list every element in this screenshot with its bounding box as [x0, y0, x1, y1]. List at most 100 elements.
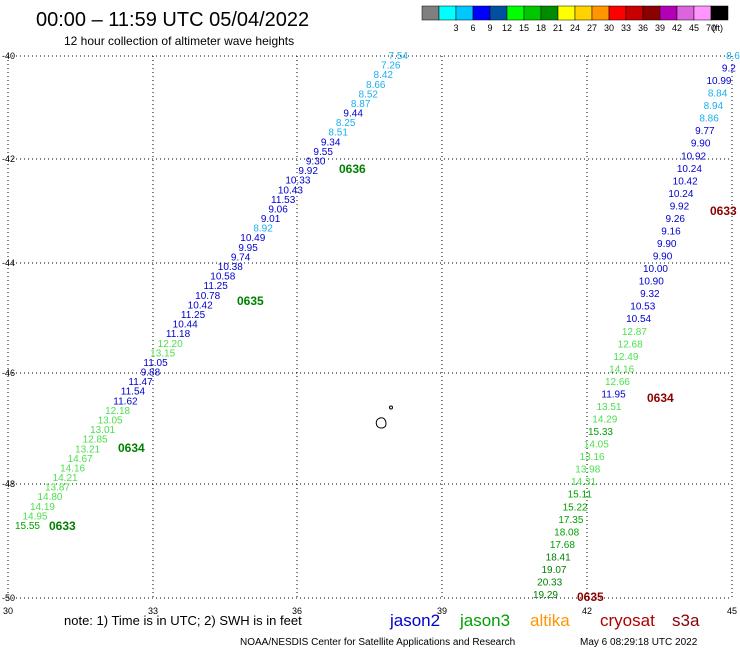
wave-height-label: 9.74 — [231, 252, 251, 263]
wave-height-label: 9.90 — [657, 239, 677, 250]
legend-tick-label: 21 — [553, 23, 563, 33]
wave-height-label: 14.19 — [30, 502, 55, 513]
wave-height-label: 13.98 — [575, 465, 600, 476]
wave-height-label: 9.44 — [343, 109, 363, 120]
wave-height-label: 11.53 — [271, 195, 296, 206]
lat-lon-grid — [7, 55, 733, 599]
wave-height-label: 8.51 — [328, 128, 348, 139]
wave-height-label: 10.99 — [706, 76, 731, 87]
legend-swatch — [693, 5, 712, 21]
pass-time-label: 0633 — [710, 204, 737, 218]
wave-height-label: 11.18 — [166, 329, 191, 340]
legend-unit-label: (ft) — [712, 23, 723, 33]
color-scale-legend: 3 6 9 12 15 18 21 24 27 30 33 36 39 42 45 70 — [421, 5, 729, 33]
wave-height-label: 13.05 — [98, 416, 123, 427]
wave-height-label: 12.20 — [158, 339, 183, 350]
wave-height-label: 10.38 — [218, 262, 243, 273]
wave-height-label: 20.33 — [537, 578, 562, 589]
wave-height-label: 9.01 — [261, 214, 281, 225]
wave-height-label: 14.16 — [609, 364, 634, 375]
legend-tick-label: 39 — [655, 23, 665, 33]
wave-height-label: 8.52 — [359, 89, 379, 100]
wave-height-label: 11.95 — [601, 389, 626, 400]
lat-tick-label: -40 — [2, 51, 15, 61]
legend-tick-label: 36 — [638, 23, 648, 33]
wave-height-label: 12.66 — [605, 377, 630, 388]
wave-height-label: 17.68 — [550, 540, 575, 551]
legend-tick-label: 33 — [621, 23, 631, 33]
wave-height-label: 9.95 — [238, 243, 258, 254]
legend-swatch — [489, 5, 508, 21]
wave-height-label: 10.53 — [630, 302, 655, 313]
wave-height-label: 14.67 — [68, 454, 93, 465]
wave-height-label: 14.95 — [22, 511, 47, 522]
legend-swatch — [659, 5, 678, 21]
satellite-legend: jason2 jason3 altika cryosat s3a — [389, 611, 700, 630]
wave-height-label: 9.34 — [321, 137, 341, 148]
wave-height-label: 8.86 — [699, 114, 719, 125]
track-left: 7.547.268.428.668.528.879.448.258.519.34… — [15, 51, 408, 533]
wave-height-label: 10.24 — [668, 189, 693, 200]
legend-tick-label: 18 — [536, 23, 546, 33]
wave-height-label: 12.68 — [618, 339, 643, 350]
wave-height-label: 14.31 — [571, 477, 596, 488]
wave-height-label: 13.15 — [150, 348, 175, 359]
wave-height-label: 8.6 — [726, 51, 740, 62]
wave-height-label: 8.42 — [374, 70, 394, 81]
wave-height-label: 14.21 — [53, 473, 78, 484]
legend-tick-label: 3 — [453, 23, 458, 33]
wave-height-label: 9.77 — [695, 126, 715, 137]
legend-swatch — [625, 5, 644, 21]
legend-swatch — [523, 5, 542, 21]
legend-swatch — [574, 5, 593, 21]
wave-height-label: 15.22 — [563, 502, 588, 513]
lon-tick-label: 36 — [292, 606, 302, 616]
legend-tick-label: 42 — [672, 23, 682, 33]
pass-time-label: 0636 — [339, 162, 366, 176]
pass-time-label: 0635 — [577, 590, 604, 604]
map-title: 00:00 – 11:59 UTC 05/04/2022 — [36, 9, 309, 31]
wave-height-label: 7.26 — [381, 61, 401, 72]
wave-height-label: 13.16 — [580, 452, 605, 463]
track-right: 8.69.210.998.848.948.869.779.9010.9210.2… — [533, 51, 740, 604]
satellite-name-jason3: jason3 — [459, 611, 510, 630]
legend-swatch — [608, 5, 627, 21]
satellite-name-s3a: s3a — [672, 611, 700, 630]
wave-height-label: 15.55 — [15, 521, 40, 532]
lat-tick-label: -50 — [2, 593, 15, 603]
lat-tick-label: -42 — [2, 154, 15, 164]
wave-height-label: 14.16 — [60, 463, 85, 474]
wave-height-label: 8.66 — [366, 80, 386, 91]
legend-swatch — [710, 5, 729, 21]
pass-time-label: 0634 — [118, 441, 145, 455]
wave-height-label: 14.29 — [592, 415, 617, 426]
wave-height-label: 18.41 — [546, 552, 571, 563]
wave-height-label: 12.85 — [83, 435, 108, 446]
wave-height-label: 9.92 — [298, 166, 318, 177]
footer-timestamp: May 6 08:29:18 UTC 2022 — [580, 637, 698, 648]
pass-time-label: 0634 — [647, 391, 674, 405]
wave-height-label: 14.80 — [37, 492, 62, 503]
wave-height-label: 19.29 — [533, 590, 558, 601]
wave-height-label: 11.62 — [113, 396, 138, 407]
legend-tick-label: 9 — [487, 23, 492, 33]
lon-tick-label: 45 — [727, 606, 737, 616]
wave-height-label: 8.87 — [351, 99, 371, 110]
wave-height-label: 9.90 — [691, 139, 711, 150]
wave-height-label: 18.08 — [554, 527, 579, 538]
wave-height-label: 10.44 — [173, 320, 198, 331]
lon-tick-label: 33 — [148, 606, 158, 616]
legend-tick-label: 27 — [587, 23, 597, 33]
wave-height-label: 10.54 — [626, 314, 651, 325]
lat-tick-label: -44 — [2, 258, 15, 268]
legend-swatch — [506, 5, 525, 21]
wave-height-label: 9.55 — [313, 147, 333, 158]
wave-height-label: 10.43 — [278, 185, 303, 196]
map-subtitle: 12 hour collection of altimeter wave hei… — [64, 34, 294, 48]
wave-height-label: 9.88 — [141, 368, 161, 379]
wave-height-label: 11.25 — [181, 310, 206, 321]
footer-credit: NOAA/NESDIS Center for Satellite Applica… — [240, 637, 515, 648]
legend-tick-label: 70 — [706, 23, 716, 33]
legend-swatch — [557, 5, 576, 21]
wave-height-label: 9.32 — [640, 289, 660, 300]
